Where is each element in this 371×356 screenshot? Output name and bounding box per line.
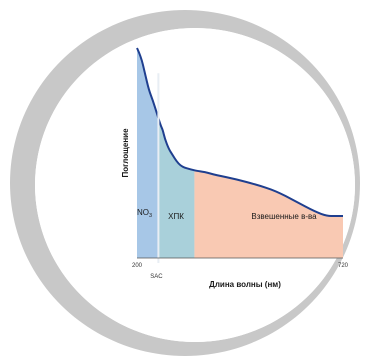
absorbance-regions: [137, 48, 343, 258]
region-label-suspended-solids: Взвешенные в-ва: [251, 212, 317, 221]
region-label-cod: ХПК: [168, 212, 184, 221]
x-tick-label-min: 200: [132, 263, 143, 269]
x-axis-title: Длина волны (нм): [209, 280, 281, 289]
region-label-no3: NO3: [137, 208, 152, 219]
sac-marker-label: SAC: [150, 274, 163, 280]
region-fill-2: [194, 170, 343, 258]
absorbance-curve: [136, 47, 343, 217]
region-fill-1: [158, 118, 195, 258]
y-axis-title: Поглощение: [121, 128, 130, 178]
region-fill-0: [137, 48, 159, 258]
x-tick-label-max: 720: [338, 263, 349, 269]
